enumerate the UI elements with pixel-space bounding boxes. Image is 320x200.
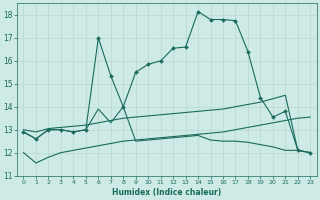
X-axis label: Humidex (Indice chaleur): Humidex (Indice chaleur) [112, 188, 221, 197]
